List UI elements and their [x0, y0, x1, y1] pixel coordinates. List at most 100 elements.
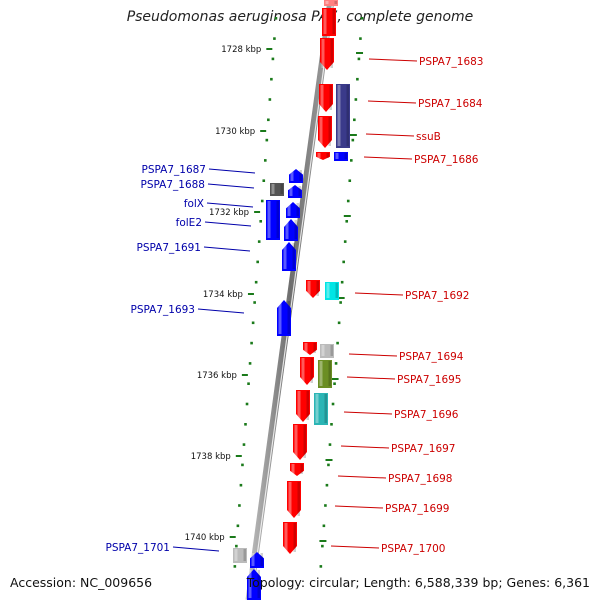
- gene-label-reverse: folX: [184, 198, 204, 210]
- gene-shine: [326, 283, 330, 298]
- gene-rev-gray: [233, 548, 247, 563]
- tick-dot: [248, 362, 252, 365]
- tick-dot: [333, 382, 336, 385]
- leader-line: [208, 168, 256, 174]
- gene-body: [266, 200, 280, 240]
- tick-dot: [235, 544, 238, 548]
- gene-body: [320, 38, 334, 70]
- topology-label: Topology: circular; Length: 6,588,339 bp…: [246, 575, 590, 590]
- gene-fwd: [300, 357, 314, 385]
- gene-fwd: [316, 152, 330, 160]
- tick-dot: [245, 402, 249, 406]
- scale-label: 1730 kbp: [215, 127, 255, 137]
- gene-shade: [346, 85, 349, 146]
- gene-fwd-blue: [334, 152, 348, 161]
- gene-shine: [283, 243, 287, 269]
- tick-dot: [319, 565, 323, 568]
- gene-shade: [316, 281, 319, 296]
- gene-shade: [306, 391, 309, 420]
- gene-shine: [287, 203, 291, 216]
- gene-label-reverse: PSPA7_1701: [106, 542, 171, 554]
- gene-shade: [276, 201, 279, 238]
- gene-shine: [248, 570, 252, 598]
- gene-label-forward: PSPA7_1692: [405, 290, 470, 302]
- gene-shine: [319, 361, 323, 386]
- gene-label-forward: ssuB: [416, 131, 441, 143]
- gene-body: [316, 152, 330, 160]
- gene-shine: [234, 549, 238, 561]
- tick-dot: [334, 362, 338, 365]
- backbone: [245, 0, 335, 600]
- gene-label-reverse: PSPA7_1688: [141, 179, 206, 191]
- tick-dot: [354, 98, 358, 101]
- tick-dot: [337, 321, 341, 325]
- gene-shine: [290, 170, 294, 181]
- gene-fwd: [320, 38, 334, 70]
- gene-label-forward: PSPA7_1697: [391, 443, 456, 455]
- tick-dot: [236, 524, 240, 528]
- gene-label-forward: PSPA7_1686: [414, 154, 479, 166]
- scale-label: 1732 kbp: [209, 208, 249, 218]
- gene-shade: [328, 361, 331, 386]
- gene-label-reverse: PSPA7_1693: [131, 304, 196, 316]
- tick-dot: [259, 220, 263, 223]
- tick-dot: [268, 98, 272, 101]
- gene-shine: [251, 553, 255, 566]
- tick-dot: [357, 57, 361, 61]
- leader-line: [367, 100, 417, 104]
- gene-shine: [319, 117, 323, 146]
- gene-shine: [320, 85, 324, 110]
- tick-dot: [244, 423, 247, 426]
- tick-dot: [356, 77, 359, 81]
- map-title: Pseudomonas aeruginosa PA7, complete gen…: [126, 9, 474, 25]
- leader-line: [348, 353, 398, 357]
- gene-shade: [329, 85, 332, 110]
- gene-body: [287, 481, 301, 518]
- tick-dot: [233, 565, 237, 568]
- tick-dot: [343, 240, 347, 243]
- gene-body: [286, 202, 300, 218]
- tick-dot: [330, 423, 333, 426]
- gene-shade: [298, 186, 301, 196]
- gene-body: [324, 0, 338, 6]
- gene-fwd: [287, 481, 301, 518]
- scale-label: 1728 kbp: [221, 45, 261, 55]
- tick-dot: [238, 504, 241, 507]
- gene-body: [320, 344, 334, 358]
- gene-fwd-gray: [320, 344, 334, 358]
- gene-shine: [297, 391, 301, 420]
- scale-label: 1740 kbp: [185, 533, 225, 543]
- gene-fwd-dark: [336, 84, 350, 148]
- gene-body: [282, 242, 296, 271]
- gene-fwd: [293, 424, 307, 460]
- accession-label: Accession: NC_009656: [10, 575, 153, 590]
- gene-fwd-teal: [314, 393, 328, 425]
- gene-label-forward: PSPA7_1696: [394, 409, 459, 421]
- tick-dot: [353, 118, 356, 122]
- tick-dot: [254, 280, 258, 284]
- tick-dot: [263, 159, 267, 162]
- leader-line: [197, 308, 245, 314]
- gene-body: [233, 548, 247, 563]
- leader-line: [172, 546, 220, 552]
- gene-fwd-cyan: [325, 282, 339, 300]
- gene-shade: [344, 153, 347, 159]
- tick-dot: [260, 199, 264, 203]
- gene-body: [284, 219, 298, 241]
- gene-label-forward: PSPA7_1699: [385, 503, 450, 515]
- leader-line: [346, 376, 396, 380]
- gene-body: [319, 84, 333, 112]
- tick-dot: [271, 57, 275, 61]
- gene-shine: [317, 153, 321, 158]
- gene-body: [290, 463, 304, 476]
- tick-dot: [348, 179, 352, 182]
- leader-line: [354, 292, 404, 296]
- gene-shade: [287, 301, 290, 334]
- scale-label: 1734 kbp: [203, 290, 243, 300]
- tick-dot: [251, 321, 255, 325]
- gene-shade: [330, 39, 333, 68]
- gene-rev: [266, 200, 280, 240]
- tick-dot: [327, 463, 330, 467]
- gene-body: [283, 522, 297, 554]
